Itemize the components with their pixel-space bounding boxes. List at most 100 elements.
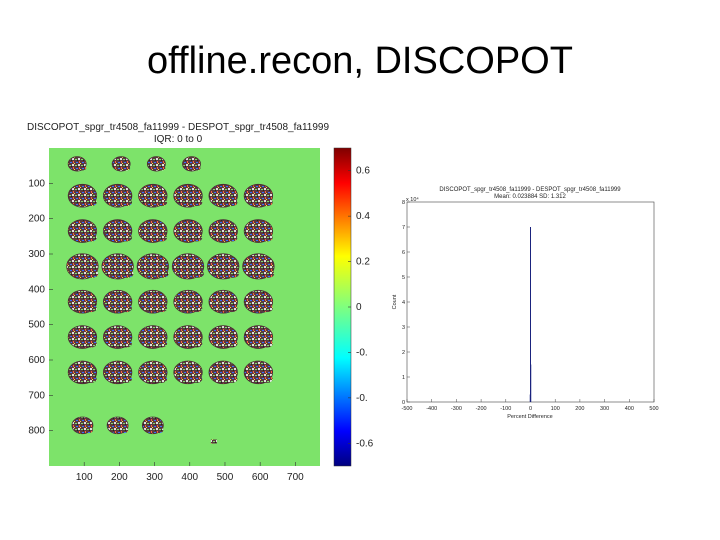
brain-slice-cerebellum xyxy=(193,165,201,171)
brain-slice-cerebellum xyxy=(120,339,132,348)
colorbar-tick-label: 0.2 xyxy=(356,257,370,268)
y-multiplier: x 10⁴ xyxy=(406,196,419,203)
brain-slice-cerebellum xyxy=(261,375,273,383)
montage-axes: 100 200 300 400 500 600 700 100 200 300 400 500 600 7… xyxy=(28,178,304,483)
brain-slice-cerebellum xyxy=(261,269,275,278)
brain-slice-cerebellum xyxy=(158,165,166,171)
brain-slice-cerebellum xyxy=(155,233,168,242)
brain-slice-cerebellum xyxy=(155,304,168,313)
slices-group xyxy=(66,156,275,444)
brain-slice-cerebellum xyxy=(155,269,169,278)
hist-x-tick-label: 0 xyxy=(529,406,532,412)
slide-title: offline.recon, DISCOPOT xyxy=(147,40,573,82)
brain-slice-cerebellum xyxy=(119,427,129,434)
y-tick-label: 100 xyxy=(28,178,45,189)
montage-subtitle: IQR: 0 to 0 xyxy=(154,134,203,145)
colorbar-ticks: 0.6 0.4 0.2 0 -0. -0. -0.6 xyxy=(348,166,374,449)
hist-x-tick-label: -400 xyxy=(426,406,437,412)
hist-y-tick-label: 6 xyxy=(402,250,405,256)
brain-slice-cerebellum xyxy=(85,233,97,242)
brain-slice-cerebellum xyxy=(191,269,204,278)
brain-slice xyxy=(210,439,217,444)
y-tick-label: 500 xyxy=(28,320,45,331)
brain-slice-cerebellum xyxy=(226,233,238,242)
x-tick-label: 500 xyxy=(217,472,234,483)
y-tick-label: 300 xyxy=(28,249,45,260)
hist-y-tick-label: 2 xyxy=(402,350,405,356)
brain-slice-cerebellum xyxy=(190,375,203,383)
y-tick-label: 200 xyxy=(28,214,45,225)
brain-slice-cerebellum xyxy=(261,339,273,348)
brain-slice-cerebellum xyxy=(85,269,99,278)
brain-slice-cerebellum xyxy=(226,198,238,207)
colorbar-tick-label: -0. xyxy=(356,347,368,358)
hist-x-tick-label: 200 xyxy=(575,406,584,412)
montage-chart: DISCOPOT_spgr_tr4508_fa11999 - DESPOT_sp… xyxy=(27,122,374,483)
colorbar-tick-label: -0. xyxy=(356,393,368,404)
x-tick-label: 600 xyxy=(252,472,269,483)
brain-slice-cerebellum xyxy=(120,375,132,383)
brain-slice-cerebellum xyxy=(85,198,97,207)
y-tick-label: 800 xyxy=(28,426,45,437)
colorbar-tick-label: 0 xyxy=(356,302,362,313)
histogram-title: DISCOPOT_spgr_tr4508_fa11999 - DESPOT_sp… xyxy=(439,187,621,193)
colorbar-tick-label: 0.6 xyxy=(356,166,370,177)
brain-slice-cerebellum xyxy=(190,233,203,242)
x-tick-label: 200 xyxy=(111,472,128,483)
brain-slice-cerebellum xyxy=(190,304,203,313)
hist-x-tick-label: 400 xyxy=(625,406,634,412)
y-tick-label: 400 xyxy=(28,284,45,295)
colorbar-tick-label: 0.4 xyxy=(356,211,370,222)
brain-slice-cerebellum xyxy=(261,304,273,313)
hist-y-tick-label: 5 xyxy=(402,275,405,281)
brain-slice-cerebellum xyxy=(226,269,239,278)
hist-x-tick-label: -200 xyxy=(476,406,487,412)
brain-slice-cerebellum xyxy=(120,198,132,207)
brain-slice-cerebellum xyxy=(155,375,168,383)
montage-title: DISCOPOT_spgr_tr4508_fa11999 - DESPOT_sp… xyxy=(27,122,329,133)
histogram-ylabel: Count xyxy=(392,294,398,309)
y-tick-label: 600 xyxy=(28,355,45,366)
brain-slice-cerebellum xyxy=(78,165,87,171)
histogram-xlabel: Percent Difference xyxy=(507,414,552,420)
histogram-chart: DISCOPOT_spgr_tr4508_fa11999 - DESPOT_sp… xyxy=(392,187,659,420)
brain-slice-cerebellum xyxy=(120,304,132,313)
brain-slice-cerebellum xyxy=(261,198,273,207)
brain-slice-cerebellum xyxy=(85,304,97,313)
x-tick-label: 100 xyxy=(76,472,93,483)
brain-slice-cerebellum xyxy=(155,198,168,207)
hist-y-tick-label: 8 xyxy=(402,200,405,206)
brain-slice-cerebellum xyxy=(261,233,273,242)
hist-y-tick-label: 0 xyxy=(402,400,405,406)
x-tick-label: 700 xyxy=(287,472,304,483)
hist-x-tick-label: 100 xyxy=(551,406,560,412)
hist-y-tick-label: 4 xyxy=(402,300,405,306)
brain-slice-cerebellum xyxy=(226,339,238,348)
y-tick-label: 700 xyxy=(28,390,45,401)
hist-x-tick-label: -300 xyxy=(451,406,462,412)
brain-slice-cerebellum xyxy=(120,233,132,242)
hist-x-tick-label: -500 xyxy=(401,406,412,412)
brain-slice-cerebellum xyxy=(190,339,203,348)
brain-slice-cerebellum xyxy=(226,304,238,313)
brain-slice-cerebellum xyxy=(154,427,164,434)
brain-slice-cerebellum xyxy=(85,375,97,383)
hist-x-tick-label: 300 xyxy=(600,406,609,412)
brain-slice-cerebellum xyxy=(85,339,97,348)
brain-slice-cerebellum xyxy=(190,198,203,207)
hist-y-tick-label: 1 xyxy=(402,375,405,381)
hist-y-tick-label: 3 xyxy=(402,325,405,331)
hist-x-tick-label: -100 xyxy=(500,406,511,412)
brain-slice-cerebellum xyxy=(226,375,238,383)
hist-x-tick-label: 500 xyxy=(649,406,658,412)
x-tick-label: 300 xyxy=(146,472,163,483)
brain-slice-cerebellum xyxy=(122,165,131,171)
brain-slice-cerebellum xyxy=(155,339,168,348)
brain-slice-cerebellum xyxy=(84,427,93,434)
histogram-panel: DISCOPOT_spgr_tr4508_fa11999 - DESPOT_sp… xyxy=(390,180,670,420)
brain-slice-cerebellum xyxy=(120,269,134,278)
x-tick-label: 400 xyxy=(181,472,198,483)
colorbar-tick-label: -0.6 xyxy=(356,438,374,449)
montage-panel: DISCOPOT_spgr_tr4508_fa11999 - DESPOT_sp… xyxy=(0,110,380,490)
hist-y-tick-label: 7 xyxy=(402,225,405,231)
